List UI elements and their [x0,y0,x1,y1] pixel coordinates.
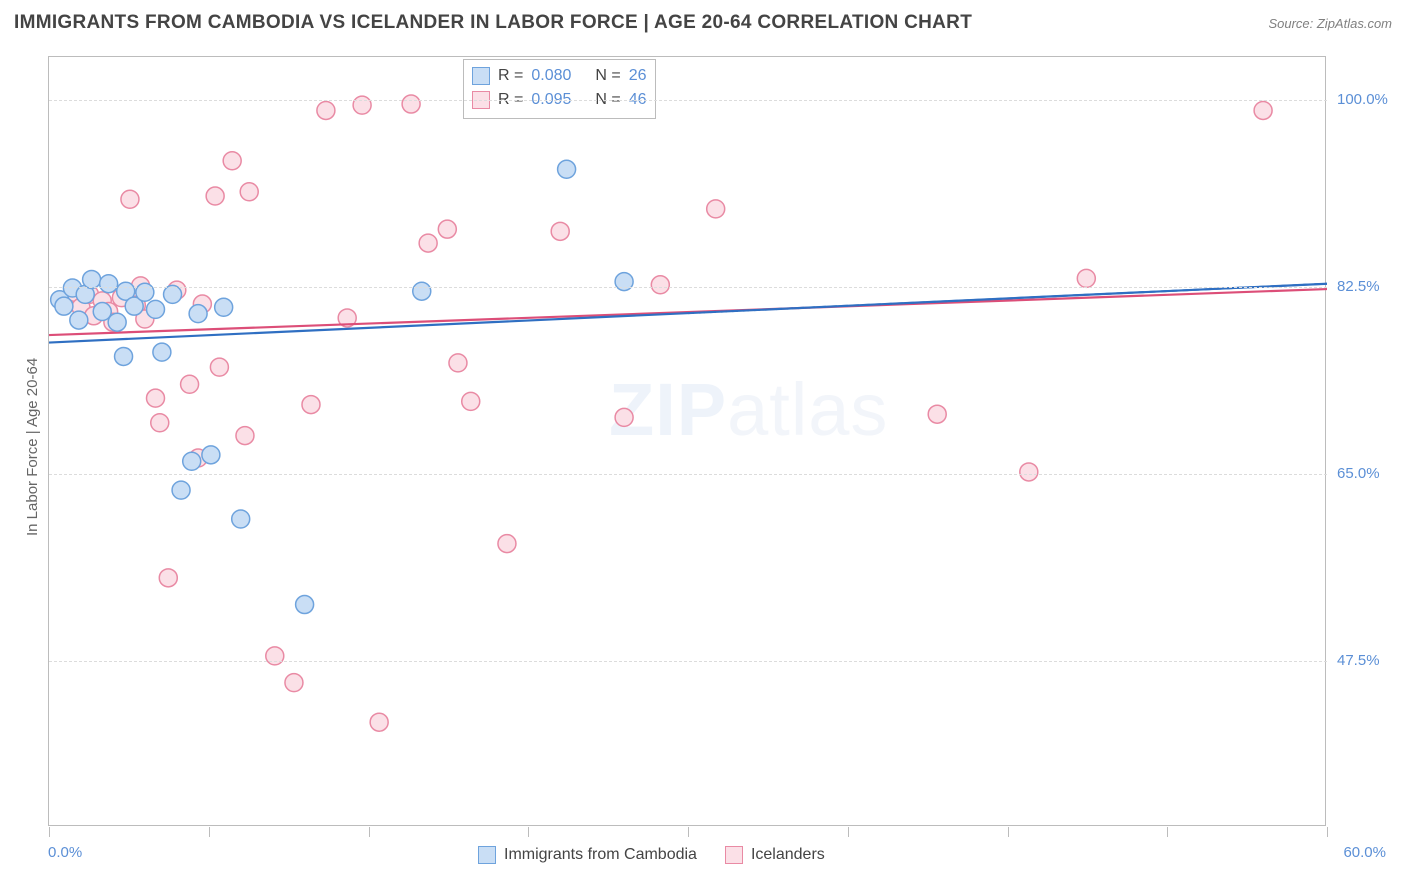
y-tick-label: 65.0% [1337,465,1380,482]
x-tick [209,827,210,837]
stat-n-blue: 26 [629,64,647,88]
plot-area: ZIPatlas R = 0.080 N = 26 R = 0.095 N = … [48,56,1326,826]
data-point [232,510,250,528]
x-tick [1327,827,1328,837]
data-point [223,152,241,170]
chart-container: { "title": "IMMIGRANTS FROM CAMBODIA VS … [0,0,1406,892]
swatch-pink [725,846,743,864]
x-tick [528,827,529,837]
y-tick-label: 100.0% [1337,91,1388,108]
legend-label-blue: Immigrants from Cambodia [504,846,697,864]
stats-box: R = 0.080 N = 26 R = 0.095 N = 46 [463,59,656,119]
data-point [210,358,228,376]
data-point [55,297,73,315]
data-point [181,375,199,393]
data-point [707,200,725,218]
data-point [202,446,220,464]
stat-r-label: R = [498,64,523,88]
data-point [172,481,190,499]
data-point [402,95,420,113]
data-point [121,190,139,208]
data-point [558,160,576,178]
x-axis-min-label: 0.0% [48,844,82,861]
data-point [83,270,101,288]
source-label: Source: ZipAtlas.com [1268,16,1392,31]
data-point [159,569,177,587]
x-tick [1008,827,1009,837]
stat-r-blue: 0.080 [531,64,571,88]
data-point [928,405,946,423]
gridline [49,661,1327,662]
data-point [615,408,633,426]
data-point [370,713,388,731]
data-point [215,298,233,316]
data-point [147,389,165,407]
data-point [302,396,320,414]
data-point [236,427,254,445]
chart-title: IMMIGRANTS FROM CAMBODIA VS ICELANDER IN… [14,12,972,34]
x-tick [688,827,689,837]
x-tick [49,827,50,837]
data-point [1254,101,1272,119]
data-point [419,234,437,252]
data-point [147,300,165,318]
legend-item-pink: Icelanders [725,846,825,864]
stat-n-label: N = [595,64,620,88]
legend-item-blue: Immigrants from Cambodia [478,846,697,864]
x-tick [369,827,370,837]
legend: Immigrants from Cambodia Icelanders [478,846,825,864]
data-point [438,220,456,238]
data-point [70,311,88,329]
data-point [551,222,569,240]
data-point [153,343,171,361]
swatch-blue [472,67,490,85]
y-axis-label: In Labor Force | Age 20-64 [24,358,41,536]
data-point [115,347,133,365]
data-point [296,596,314,614]
data-point [164,285,182,303]
data-point [449,354,467,372]
stats-row-blue: R = 0.080 N = 26 [472,64,647,88]
data-point [413,282,431,300]
legend-label-pink: Icelanders [751,846,825,864]
data-point [100,275,118,293]
data-point [108,313,126,331]
x-axis-max-label: 60.0% [1343,844,1386,861]
scatter-svg [49,57,1327,827]
data-point [206,187,224,205]
data-point [462,392,480,410]
y-tick-label: 47.5% [1337,652,1380,669]
data-point [189,305,207,323]
data-point [498,535,516,553]
data-point [651,276,669,294]
data-point [151,414,169,432]
gridline [49,474,1327,475]
x-tick [848,827,849,837]
gridline [49,287,1327,288]
swatch-blue [478,846,496,864]
data-point [285,674,303,692]
data-point [1020,463,1038,481]
y-tick-label: 82.5% [1337,278,1380,295]
x-tick [1167,827,1168,837]
data-point [1077,269,1095,287]
data-point [183,452,201,470]
gridline [49,100,1327,101]
data-point [317,101,335,119]
data-point [240,183,258,201]
